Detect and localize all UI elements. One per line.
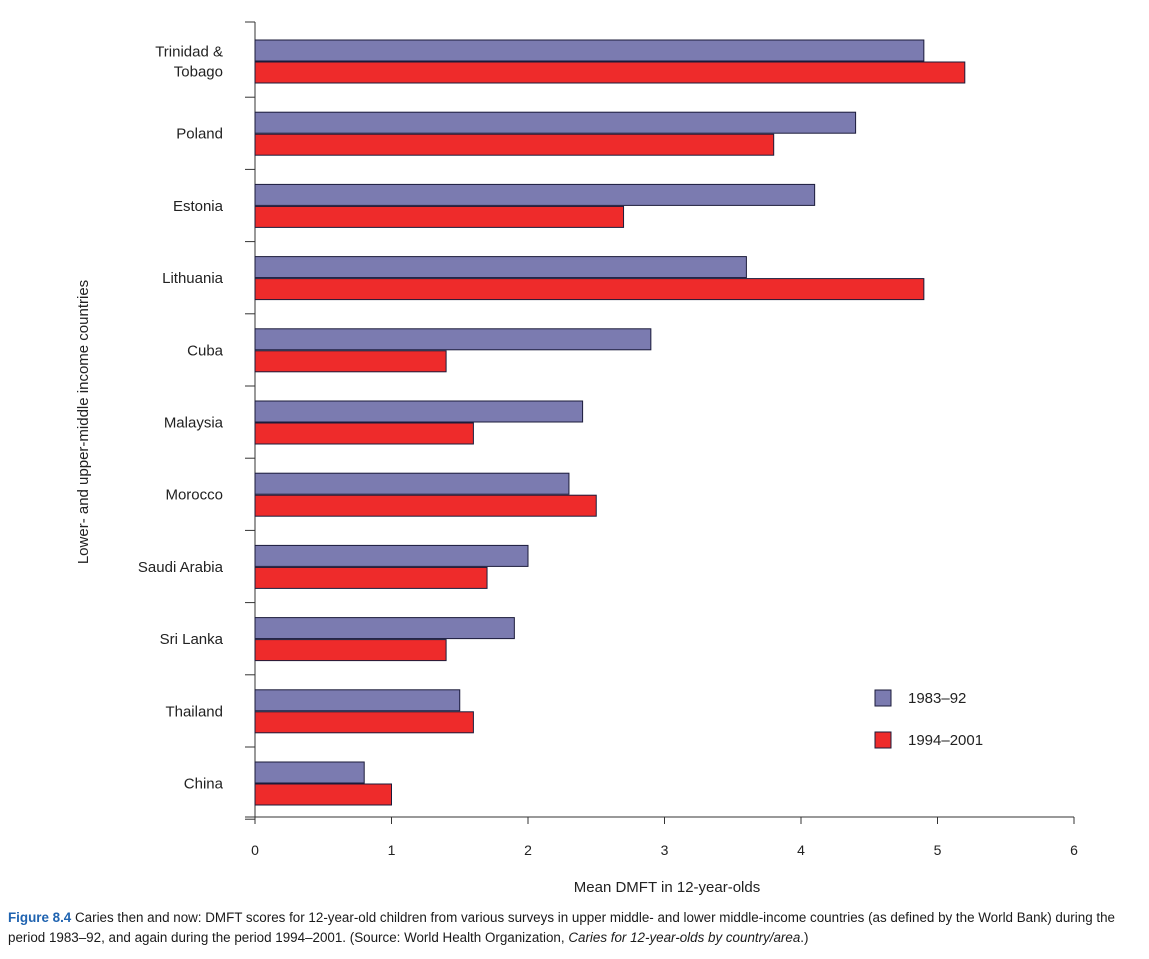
bar-series2: [254, 566, 488, 589]
category-label: Morocco: [165, 487, 223, 504]
category-label: Malaysia: [164, 415, 224, 432]
bar-series2: [254, 783, 392, 806]
bar-series2: [254, 61, 966, 84]
legend-label: 1983–92: [908, 690, 966, 707]
bar-series2: [254, 422, 474, 445]
bar-series2: [254, 278, 925, 301]
category-label: Tobago: [174, 64, 223, 81]
category-label: Poland: [176, 126, 223, 143]
bar-series1: [254, 183, 816, 206]
x-tick-label: 5: [934, 842, 942, 858]
bar-series1: [254, 111, 857, 134]
bar-series1: [254, 689, 461, 712]
legend-swatch: [874, 689, 892, 707]
category-label: Cuba: [187, 342, 224, 359]
caption-end: .): [800, 930, 809, 945]
category-label: China: [184, 776, 224, 793]
bar-series2: [254, 639, 447, 662]
bar-chart: Lower- and upper-middle income countries…: [75, 21, 1078, 896]
x-tick-label: 1: [388, 842, 396, 858]
bar-series1: [254, 39, 925, 62]
y-axis-title: Lower- and upper-middle income countries: [75, 280, 92, 564]
legend: 1983–92 1994–2001: [874, 689, 983, 749]
category-label: Trinidad &: [155, 44, 223, 61]
category-label: Sri Lanka: [160, 631, 224, 648]
x-tick-label: 2: [524, 842, 532, 858]
bar-series1: [254, 328, 652, 351]
bar-series1: [254, 256, 747, 279]
bar-series2: [254, 494, 597, 517]
bar-series2: [254, 711, 474, 734]
bar-series1: [254, 472, 570, 495]
figure-caption: Figure 8.4 Caries then and now: DMFT sco…: [8, 908, 1144, 948]
figure-number: Figure 8.4: [8, 910, 72, 925]
bar-series1: [254, 617, 515, 640]
x-axis-title: Mean DMFT in 12-year-olds: [574, 879, 760, 896]
bar-series2: [254, 205, 625, 228]
caption-source-title: Caries for 12-year-olds by country/area: [568, 930, 801, 945]
category-label: Lithuania: [162, 270, 224, 287]
bar-series1: [254, 761, 365, 784]
x-tick-label: 4: [797, 842, 805, 858]
category-label: Estonia: [173, 198, 224, 215]
x-tick-label: 3: [661, 842, 669, 858]
caption-text: Caries then and now: DMFT scores for 12-…: [8, 910, 1115, 945]
category-label: Thailand: [165, 703, 223, 720]
bar-series1: [254, 544, 529, 567]
category-label: Saudi Arabia: [138, 559, 224, 576]
legend-label: 1994–2001: [908, 732, 983, 749]
bar-series2: [254, 133, 775, 156]
x-tick-label: 0: [251, 842, 259, 858]
plot-area: 0 1 2 3 4 5 6 Trinidad & Tobago Poland Estonia Lith…: [138, 21, 1078, 858]
x-tick-label: 6: [1070, 842, 1078, 858]
bar-series1: [254, 400, 584, 423]
legend-swatch: [874, 731, 892, 749]
bar-series2: [254, 350, 447, 373]
